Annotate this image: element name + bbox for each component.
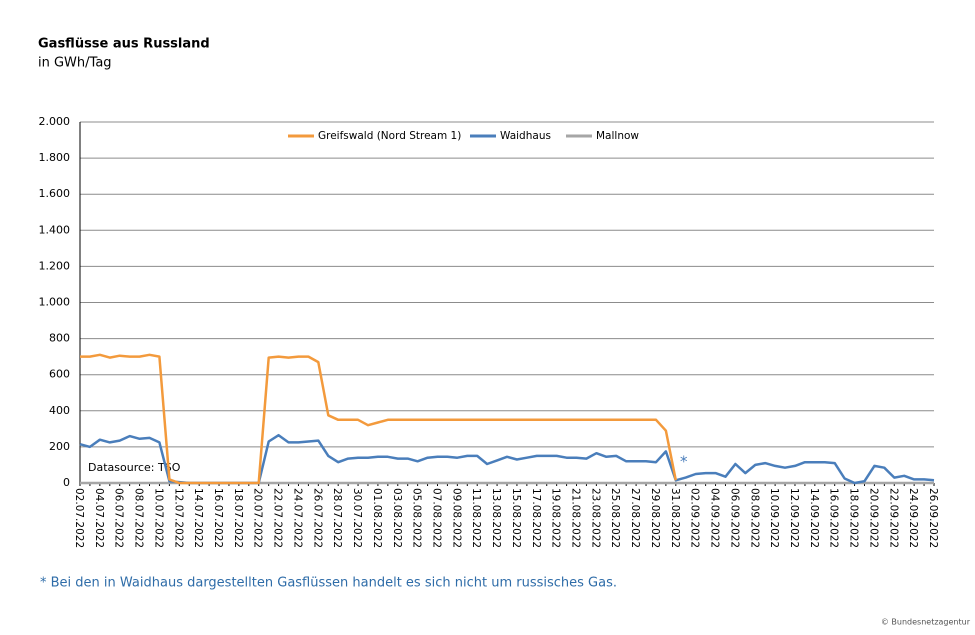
x-tick-label: 22.09.2022 — [887, 488, 899, 548]
x-tick-label: 16.07.2022 — [212, 488, 224, 548]
y-tick-label: 600 — [49, 368, 70, 381]
x-tick-label: 30.07.2022 — [351, 488, 363, 548]
x-tick-label: 09.08.2022 — [450, 488, 462, 548]
legend-label: Waidhaus — [500, 130, 551, 142]
x-tick-label: 07.08.2022 — [430, 488, 442, 548]
x-tick-label: 22.07.2022 — [272, 488, 284, 548]
y-tick-label: 400 — [49, 404, 70, 417]
source: © Bundesnetzagentur — [881, 618, 971, 627]
x-tick-label: 14.07.2022 — [192, 488, 204, 548]
x-tick-label: 04.07.2022 — [93, 488, 105, 548]
x-tick-label: 29.08.2022 — [649, 488, 661, 548]
y-tick-label: 1.000 — [39, 296, 71, 309]
x-tick-label: 04.09.2022 — [709, 488, 721, 548]
x-tick-label: 15.08.2022 — [510, 488, 522, 548]
x-tick-label: 10.07.2022 — [152, 488, 164, 548]
x-tick-label: 20.07.2022 — [252, 488, 264, 548]
x-tick-label: 12.07.2022 — [172, 488, 184, 548]
legend-label: Mallnow — [596, 130, 639, 142]
y-tick-label: 200 — [49, 440, 70, 453]
y-tick-label: 0 — [63, 476, 70, 489]
x-tick-label: 18.09.2022 — [848, 488, 860, 548]
annotation: Datasource: TSO — [88, 461, 181, 474]
y-tick-label: 2.000 — [39, 115, 71, 128]
legend-label: Greifswald (Nord Stream 1) — [318, 130, 461, 142]
x-tick-label: 18.07.2022 — [232, 488, 244, 548]
x-tick-label: 06.07.2022 — [113, 488, 125, 548]
x-tick-label: 19.08.2022 — [550, 488, 562, 548]
x-tick-label: 24.07.2022 — [291, 488, 303, 548]
x-tick-label: 08.09.2022 — [748, 488, 760, 548]
x-tick-label: 02.09.2022 — [689, 488, 701, 548]
x-tick-label: 01.08.2022 — [371, 488, 383, 548]
y-tick-label: 1.600 — [39, 187, 71, 200]
chart-subtitle: in GWh/Tag — [38, 56, 112, 71]
x-tick-label: 06.09.2022 — [728, 488, 740, 548]
x-tick-label: 05.08.2022 — [411, 488, 423, 548]
series-line — [79, 433, 935, 485]
x-tick-label: 02.07.2022 — [73, 488, 85, 548]
x-tick-label: 16.09.2022 — [828, 488, 840, 548]
series-line — [80, 353, 678, 485]
x-tick-label: 17.08.2022 — [530, 488, 542, 548]
x-tick-label: 24.09.2022 — [907, 488, 919, 548]
x-tick-label: 21.08.2022 — [570, 488, 582, 548]
x-tick-label: 14.09.2022 — [808, 488, 820, 548]
y-tick-label: 1.800 — [39, 151, 71, 164]
x-tick-label: 25.08.2022 — [609, 488, 621, 548]
y-tick-label: 800 — [49, 332, 70, 345]
y-tick-label: 1.400 — [39, 223, 71, 236]
x-tick-label: 23.08.2022 — [589, 488, 601, 548]
y-tick-label: 1.200 — [39, 259, 71, 272]
x-tick-label: 03.08.2022 — [391, 488, 403, 548]
x-tick-label: 10.09.2022 — [768, 488, 780, 548]
x-tick-label: 11.08.2022 — [470, 488, 482, 548]
footnote: * Bei den in Waidhaus dargestellten Gasf… — [40, 576, 617, 591]
x-tick-label: 27.08.2022 — [629, 488, 641, 548]
x-tick-label: 26.07.2022 — [311, 488, 323, 548]
marker-note: * — [680, 453, 688, 471]
x-tick-label: 28.07.2022 — [331, 488, 343, 548]
x-tick-label: 20.09.2022 — [867, 488, 879, 548]
chart-title: Gasflüsse aus Russland — [38, 37, 210, 52]
x-tick-label: 08.07.2022 — [133, 488, 145, 548]
x-tick-label: 26.09.2022 — [927, 488, 939, 548]
x-tick-label: 13.08.2022 — [490, 488, 502, 548]
x-tick-label: 31.08.2022 — [669, 488, 681, 548]
x-tick-label: 12.09.2022 — [788, 488, 800, 548]
